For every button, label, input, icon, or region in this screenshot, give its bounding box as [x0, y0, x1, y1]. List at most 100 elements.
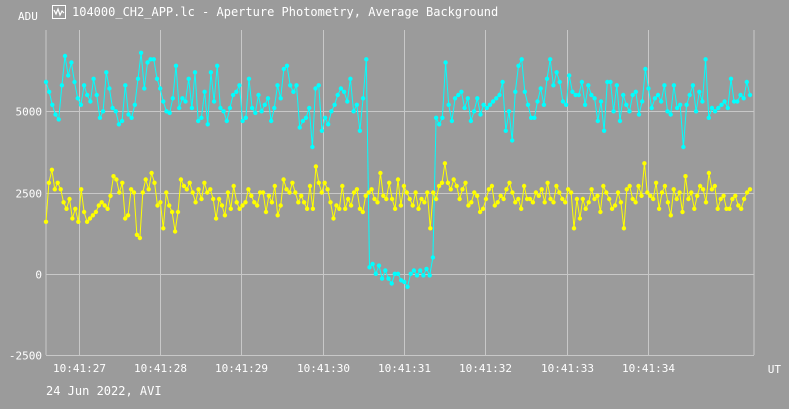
data-point — [501, 196, 506, 202]
data-point — [655, 92, 661, 98]
x-tick-label: 10:41:34 — [622, 362, 675, 375]
data-point — [152, 180, 157, 185]
y-tick-label: 5000 — [16, 106, 43, 119]
data-point — [395, 271, 401, 276]
x-tick-labels: 10:41:27 10:41:28 10:41:29 10:41:30 10:41:31… — [53, 362, 675, 375]
data-point — [304, 206, 310, 211]
data-point — [255, 203, 260, 208]
data-point — [693, 109, 699, 114]
data-point — [601, 128, 607, 133]
data-point — [419, 196, 424, 202]
data-point — [79, 187, 84, 192]
data-point — [148, 57, 153, 62]
data-point — [665, 200, 671, 205]
data-point — [466, 203, 471, 208]
data-point — [727, 206, 732, 211]
data-point — [43, 79, 49, 85]
data-point — [557, 79, 562, 85]
data-point — [414, 273, 420, 278]
data-point — [216, 196, 222, 202]
data-point — [265, 96, 271, 101]
data-point — [199, 196, 204, 202]
data-point — [383, 268, 388, 273]
data-point — [567, 73, 572, 78]
data-point — [539, 187, 544, 192]
data-point — [735, 99, 740, 104]
data-point — [652, 96, 658, 101]
data-point — [733, 193, 738, 198]
data-point — [427, 273, 432, 278]
data-point — [678, 102, 683, 108]
data-point — [431, 190, 436, 195]
x-tick-label: 10:41:30 — [297, 362, 350, 375]
data-point — [465, 96, 470, 101]
data-point — [224, 118, 229, 124]
data-point — [338, 86, 344, 91]
data-point — [234, 89, 239, 95]
data-point — [716, 105, 721, 111]
data-point — [116, 122, 122, 127]
data-point — [472, 190, 477, 195]
data-point — [167, 203, 172, 208]
data-point — [199, 115, 204, 121]
data-point — [351, 190, 357, 195]
data-point — [617, 118, 623, 124]
data-point — [81, 83, 87, 88]
data-point — [747, 92, 753, 98]
data-point — [576, 92, 581, 98]
data-point — [651, 196, 656, 202]
data-point — [230, 92, 236, 98]
data-point — [607, 196, 612, 202]
title-bar: 104000_CH2_APP.lc - Aperture Photometry,… — [52, 3, 498, 21]
data-point — [574, 196, 580, 202]
data-point — [445, 180, 451, 185]
data-point — [416, 206, 421, 211]
data-point — [551, 83, 556, 88]
data-point — [129, 115, 134, 121]
data-point — [126, 112, 131, 117]
data-point — [744, 79, 749, 85]
data-point — [725, 105, 730, 111]
data-point — [297, 125, 302, 130]
data-point — [586, 83, 591, 88]
data-point — [376, 263, 382, 268]
data-point — [193, 200, 198, 205]
data-point — [269, 118, 274, 124]
data-point — [99, 200, 104, 205]
data-point — [392, 271, 397, 276]
data-point — [405, 284, 410, 289]
data-point — [615, 190, 621, 195]
x-tick-label: 10:41:32 — [459, 362, 512, 375]
data-point — [609, 206, 615, 211]
data-point — [513, 200, 518, 205]
data-point — [263, 209, 269, 215]
data-point — [294, 83, 299, 88]
data-point — [674, 105, 680, 111]
data-point — [489, 183, 495, 189]
data-point — [633, 200, 638, 205]
data-point — [284, 63, 290, 68]
data-point — [741, 196, 747, 202]
data-point — [389, 281, 394, 286]
data-point — [173, 63, 179, 68]
data-point — [442, 161, 448, 166]
data-point — [249, 193, 254, 198]
data-point — [492, 203, 497, 208]
data-point — [259, 109, 264, 114]
window-title: 104000_CH2_APP.lc - Aperture Photometry,… — [72, 5, 499, 19]
data-point — [272, 183, 277, 189]
data-point — [621, 92, 626, 98]
data-point — [72, 79, 77, 85]
data-point — [367, 265, 372, 270]
data-point — [189, 105, 195, 111]
data-point — [506, 109, 512, 114]
data-point — [155, 203, 160, 208]
data-point — [513, 89, 518, 95]
data-point — [281, 177, 286, 182]
data-point — [143, 177, 148, 182]
data-point — [519, 57, 524, 62]
data-point — [138, 50, 144, 55]
data-point — [219, 203, 225, 208]
data-point — [560, 196, 565, 202]
data-point — [52, 187, 57, 192]
